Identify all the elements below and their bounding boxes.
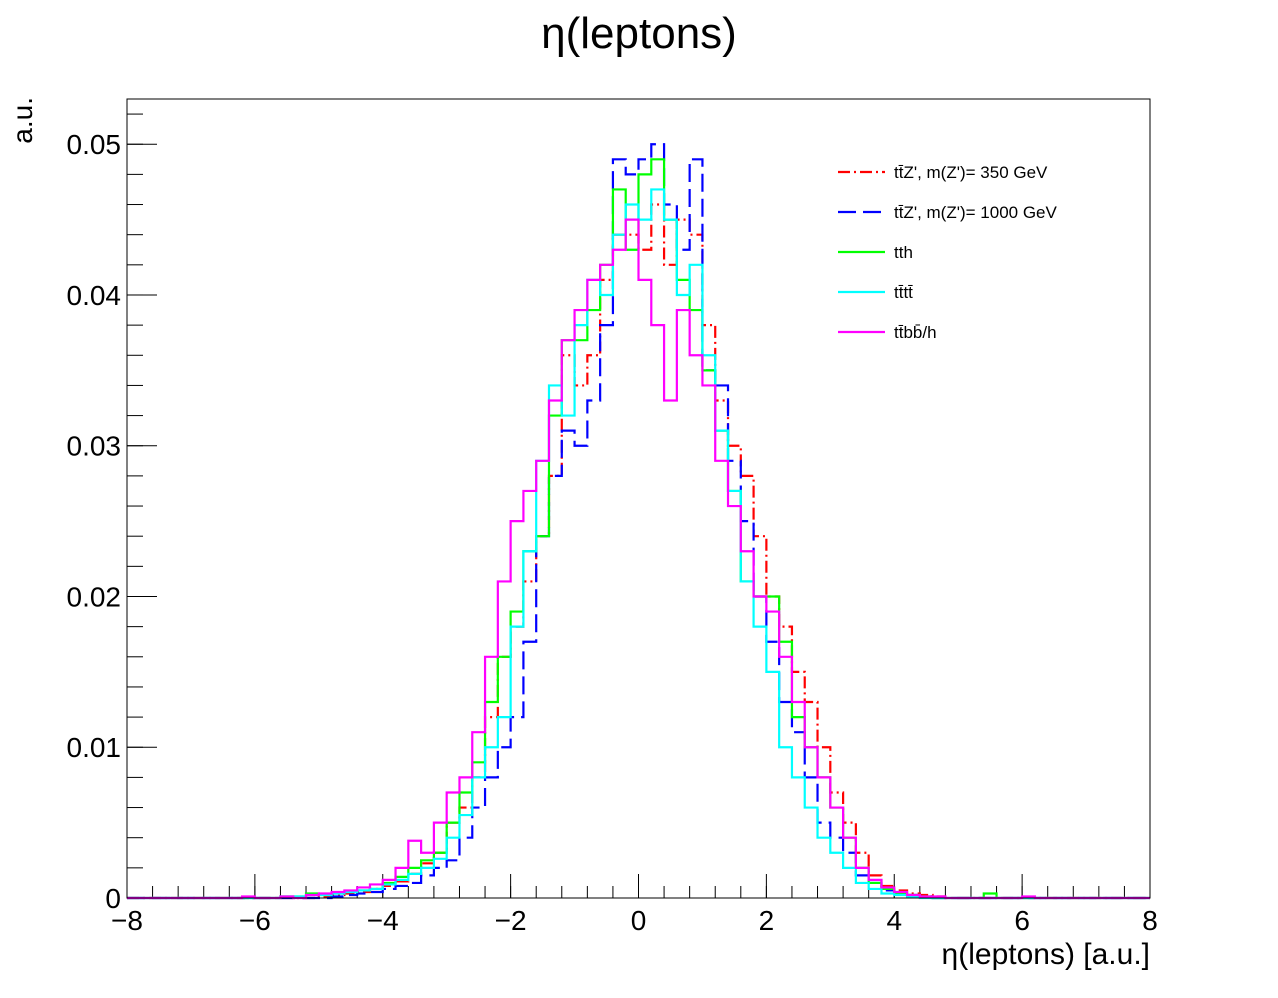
legend-label: tt̄tt̄ [894, 283, 913, 302]
x-tick-label: −2 [495, 905, 527, 936]
legend: tt̄Z', m(Z')= 350 GeV tt̄Z', m(Z')= 1000 … [838, 163, 1058, 342]
x-tick-label: −8 [111, 905, 143, 936]
legend-label: tt̄bb̄/h [894, 323, 937, 342]
y-tick-label: 0.03 [67, 431, 122, 462]
x-tick-label: −4 [367, 905, 399, 936]
y-tick-label: 0.01 [67, 732, 122, 763]
x-tick-label: 8 [1142, 905, 1158, 936]
series-line [127, 188, 1150, 900]
y-tick-label: 0.05 [67, 129, 122, 160]
x-axis-label: η(leptons) [a.u.] [942, 938, 1150, 971]
legend-label: tth [894, 243, 913, 262]
chart-title: η(leptons) [541, 9, 737, 58]
plot-frame [126, 98, 1151, 899]
x-tick-label: −6 [239, 905, 271, 936]
y-tick-label: 0.04 [67, 280, 122, 311]
y-tick-label: 0.02 [67, 581, 122, 612]
y-tick-label: 0 [105, 883, 121, 914]
x-tick-label: 0 [631, 905, 647, 936]
y-axis-label: a.u. [7, 97, 38, 144]
series-line [127, 218, 1150, 900]
x-tick-label: 6 [1014, 905, 1030, 936]
series-line [127, 203, 1150, 900]
series-layer [127, 143, 1150, 900]
x-tick-label: 2 [759, 905, 775, 936]
legend-label: tt̄Z', m(Z')= 1000 GeV [894, 203, 1058, 222]
axes: −8 −6 −4 −2 0 2 4 6 8 0 0.01 0.02 0.03 0.04 0.05 [67, 113, 1158, 936]
legend-label: tt̄Z', m(Z')= 350 GeV [894, 163, 1048, 182]
x-tick-label: 4 [886, 905, 902, 936]
